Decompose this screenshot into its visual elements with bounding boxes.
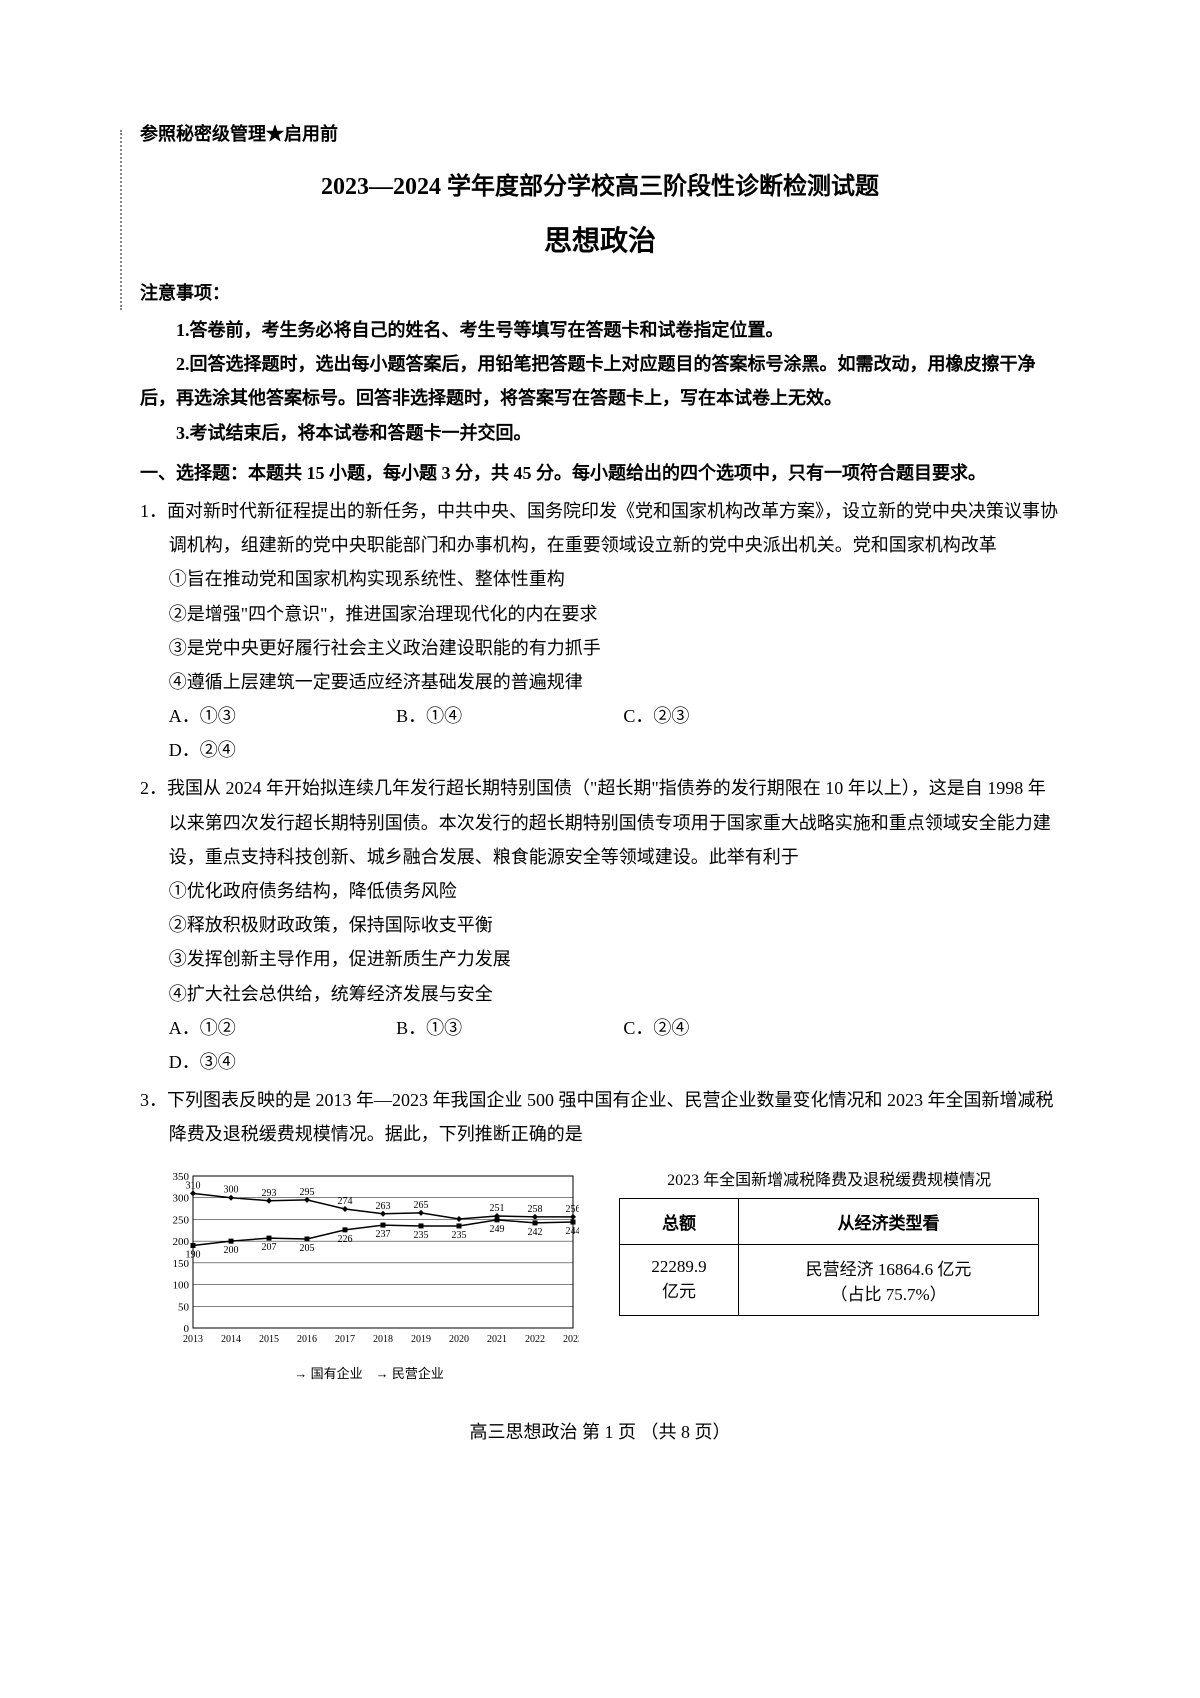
svg-text:310: 310	[186, 1180, 201, 1191]
svg-text:263: 263	[376, 1200, 391, 1211]
notice-item-2: 2.回答选择题时，选出每小题答案后，用铅笔把答题卡上对应题目的答案标号涂黑。如需…	[140, 347, 1060, 415]
question-1-stem: 1．面对新时代新征程提出的新任务，中共中央、国务院印发《党和国家机构改革方案》，…	[140, 494, 1060, 562]
question-2-sub-2: ②释放积极财政政策，保持国际收支平衡	[140, 908, 1060, 942]
svg-text:293: 293	[262, 1187, 277, 1198]
notice-header: 注意事项：	[140, 279, 1060, 305]
table-col-1: 从经济类型看	[738, 1198, 1038, 1244]
chart-legend: → 国有企业 → 民营企业	[159, 1363, 579, 1382]
notice-item-1: 1.答卷前，考生务必将自己的姓名、考生号等填写在答题卡和试卷指定位置。	[140, 313, 1060, 347]
svg-text:250: 250	[173, 1214, 190, 1226]
page-content: 参照秘密级管理★启用前 2023—2024 学年度部分学校高三阶段性诊断检测试题…	[140, 120, 1060, 1444]
svg-text:274: 274	[338, 1196, 353, 1207]
svg-text:2022: 2022	[525, 1334, 545, 1345]
question-2-opt-c: C．②④	[623, 1011, 846, 1045]
question-1-opt-b: B．①④	[396, 699, 619, 733]
question-1-sub-4: ④遵循上层建筑一定要适应经济基础发展的普遍规律	[140, 665, 1060, 699]
svg-text:2019: 2019	[411, 1334, 431, 1345]
svg-text:256: 256	[566, 1203, 580, 1214]
question-2-sub-3: ③发挥创新主导作用，促进新质生产力发展	[140, 942, 1060, 976]
page-footer: 高三思想政治 第 1 页 （共 8 页）	[140, 1418, 1060, 1444]
table-cell-0: 22289.9 亿元	[620, 1244, 739, 1315]
svg-text:258: 258	[528, 1203, 543, 1214]
table-header-row: 总额 从经济类型看	[620, 1198, 1039, 1244]
svg-text:2015: 2015	[259, 1334, 279, 1345]
question-1-opt-a: A．①③	[169, 699, 392, 733]
question-3: 3．下列图表反映的是 2013 年—2023 年我国企业 500 强中国有企业、…	[140, 1083, 1060, 1151]
question-1-sub-2: ②是增强"四个意识"，推进国家治理现代化的内在要求	[140, 597, 1060, 631]
binding-edge-mark	[120, 130, 140, 310]
svg-text:265: 265	[414, 1199, 429, 1210]
question-1-opt-c: C．②③	[623, 699, 846, 733]
line-chart: 0501001502002503003502013201420152016201…	[159, 1166, 579, 1356]
question-1-options: A．①③ B．①④ C．②③ D．②④	[140, 699, 1060, 767]
svg-text:190: 190	[186, 1249, 201, 1260]
svg-text:207: 207	[262, 1242, 277, 1253]
svg-text:295: 295	[300, 1186, 315, 1197]
svg-text:2013: 2013	[183, 1334, 203, 1345]
question-2-number: 2．	[140, 778, 167, 798]
question-2-sub-4: ④扩大社会总供给，统筹经济发展与安全	[140, 977, 1060, 1011]
question-2-opt-b: B．①③	[396, 1011, 619, 1045]
classification-label: 参照秘密级管理★启用前	[140, 120, 1060, 146]
question-1-opt-d: D．②④	[169, 733, 383, 767]
svg-text:205: 205	[300, 1242, 315, 1253]
svg-text:200: 200	[173, 1236, 190, 1248]
line-chart-wrap: 0501001502002503003502013201420152016201…	[159, 1166, 579, 1382]
svg-text:2023: 2023	[563, 1334, 579, 1345]
svg-text:200: 200	[224, 1245, 239, 1256]
question-2-opt-d: D．③④	[169, 1045, 383, 1079]
question-1-number: 1．	[140, 501, 167, 521]
question-3-stem: 3．下列图表反映的是 2013 年—2023 年我国企业 500 强中国有企业、…	[140, 1083, 1060, 1151]
table-col-0: 总额	[620, 1198, 739, 1244]
question-3-stem-text: 下列图表反映的是 2013 年—2023 年我国企业 500 强中国有企业、民营…	[167, 1090, 1054, 1144]
question-2-stem-text: 我国从 2024 年开始拟连续几年发行超长期特别国债（"超长期"指债券的发行期限…	[167, 778, 1051, 866]
svg-text:2017: 2017	[335, 1334, 355, 1345]
data-table: 总额 从经济类型看 22289.9 亿元 民营经济 16864.6 亿元 （占比…	[619, 1198, 1039, 1316]
svg-text:300: 300	[224, 1184, 239, 1195]
svg-text:249: 249	[490, 1223, 505, 1234]
svg-text:226: 226	[338, 1233, 353, 1244]
question-3-number: 3．	[140, 1090, 167, 1110]
svg-text:2020: 2020	[449, 1334, 469, 1345]
svg-text:2016: 2016	[297, 1334, 317, 1345]
svg-text:2021: 2021	[487, 1334, 507, 1345]
question-2-stem: 2．我国从 2024 年开始拟连续几年发行超长期特别国债（"超长期"指债券的发行…	[140, 771, 1060, 874]
notice-item-3: 3.考试结束后，将本试卷和答题卡一并交回。	[140, 416, 1060, 450]
question-1-stem-text: 面对新时代新征程提出的新任务，中共中央、国务院印发《党和国家机构改革方案》，设立…	[167, 501, 1058, 555]
question-1-sub-1: ①旨在推动党和国家机构实现系统性、整体性重构	[140, 562, 1060, 596]
figure-table-row: 0501001502002503003502013201420152016201…	[140, 1166, 1060, 1382]
svg-text:251: 251	[490, 1202, 505, 1213]
svg-text:237: 237	[376, 1229, 391, 1240]
table-title: 2023 年全国新增减税降费及退税缓费规模情况	[619, 1166, 1039, 1190]
question-2-sub-1: ①优化政府债务结构，降低债务风险	[140, 874, 1060, 908]
data-table-wrap: 2023 年全国新增减税降费及退税缓费规模情况 总额 从经济类型看 22289.…	[619, 1166, 1039, 1316]
notice-item-2-text: 2.回答选择题时，选出每小题答案后，用铅笔把答题卡上对应题目的答案标号涂黑。如需…	[140, 354, 1036, 408]
svg-text:100: 100	[173, 1279, 190, 1291]
question-2-options: A．①② B．①③ C．②④ D．③④	[140, 1011, 1060, 1079]
svg-text:300: 300	[173, 1192, 190, 1204]
svg-text:242: 242	[528, 1226, 543, 1237]
exam-title-subject: 思想政治	[140, 219, 1060, 259]
table-row: 22289.9 亿元 民营经济 16864.6 亿元 （占比 75.7%）	[620, 1244, 1039, 1315]
question-2: 2．我国从 2024 年开始拟连续几年发行超长期特别国债（"超长期"指债券的发行…	[140, 771, 1060, 1079]
svg-text:2014: 2014	[221, 1334, 241, 1345]
question-1: 1．面对新时代新征程提出的新任务，中共中央、国务院印发《党和国家机构改革方案》，…	[140, 494, 1060, 768]
svg-text:2018: 2018	[373, 1334, 393, 1345]
svg-text:50: 50	[178, 1301, 190, 1313]
svg-text:244: 244	[566, 1226, 580, 1237]
question-2-opt-a: A．①②	[169, 1011, 392, 1045]
question-1-sub-3: ③是党中央更好履行社会主义政治建设职能的有力抓手	[140, 631, 1060, 665]
svg-text:235: 235	[452, 1229, 467, 1240]
table-cell-1: 民营经济 16864.6 亿元 （占比 75.7%）	[738, 1244, 1038, 1315]
exam-title-main: 2023—2024 学年度部分学校高三阶段性诊断检测试题	[140, 166, 1060, 201]
section-header: 一、选择题：本题共 15 小题，每小题 3 分，共 45 分。每小题给出的四个选…	[140, 456, 1060, 490]
svg-text:235: 235	[414, 1229, 429, 1240]
